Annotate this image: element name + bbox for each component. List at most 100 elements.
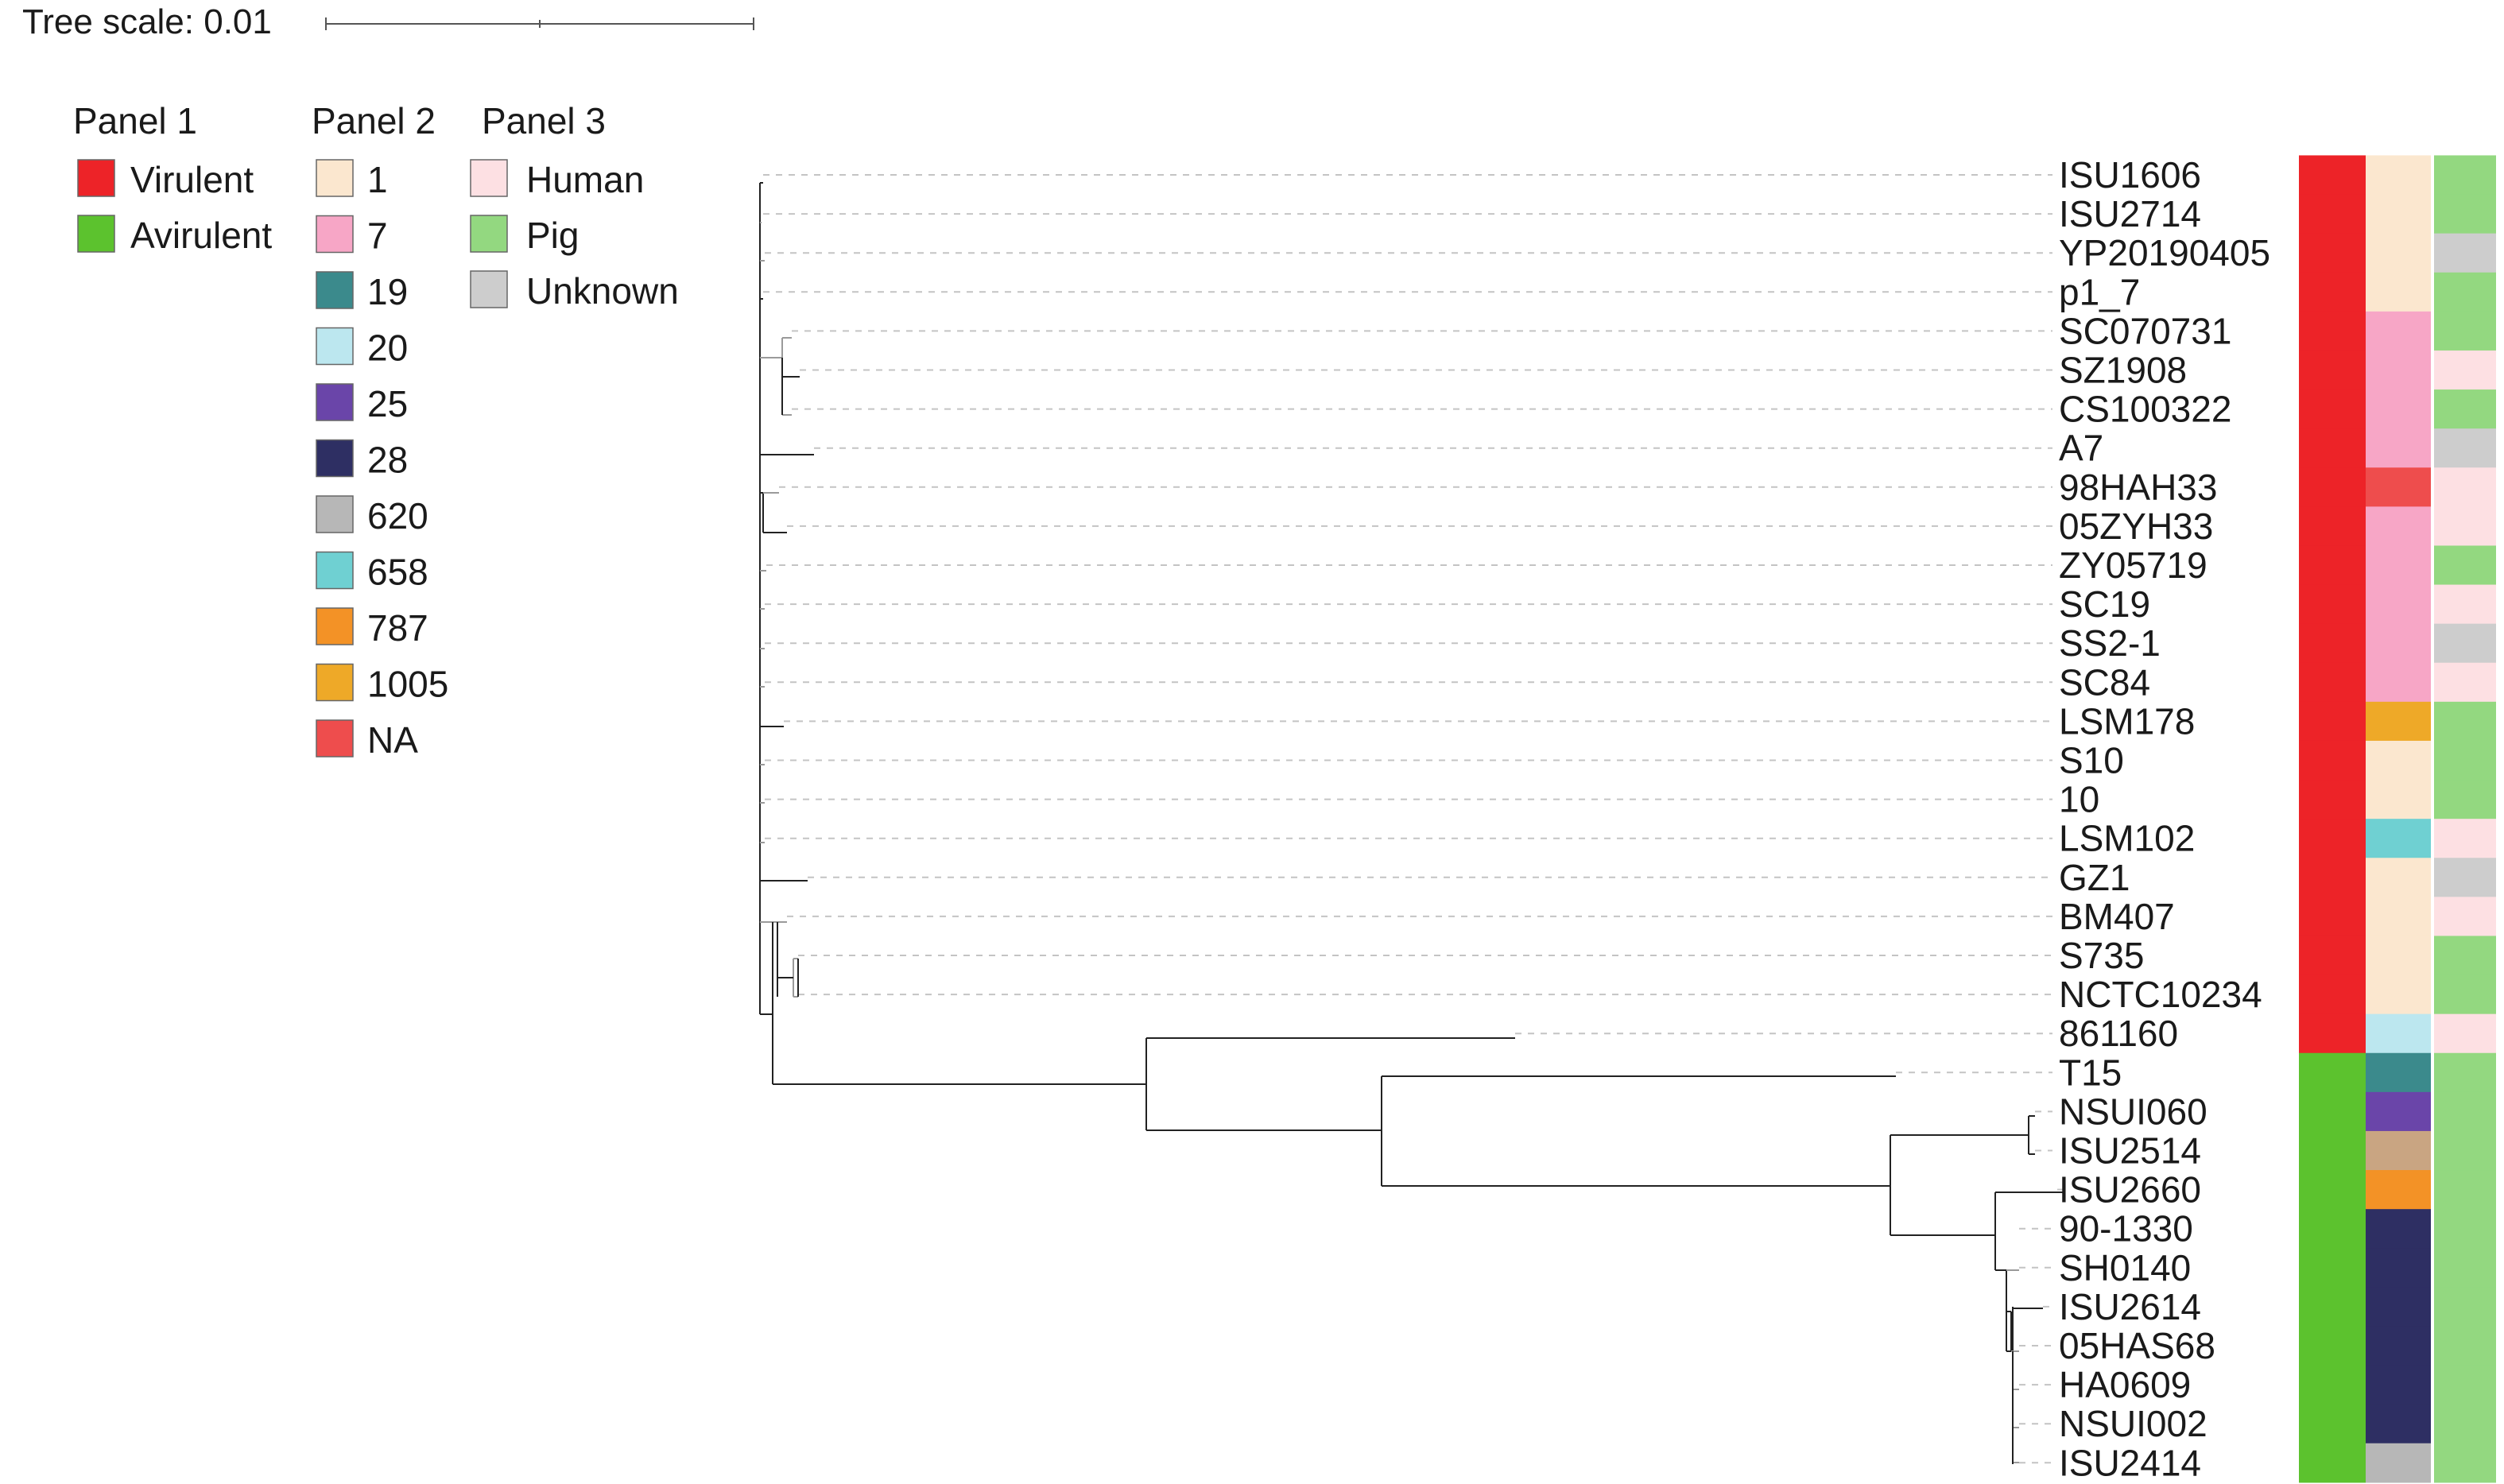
panel-2-cell bbox=[2366, 897, 2431, 937]
legend-label: 20 bbox=[367, 327, 408, 369]
panel-3-cell bbox=[2434, 350, 2496, 390]
panel-1-cell bbox=[2299, 662, 2366, 703]
panel-2-cell bbox=[2366, 311, 2431, 351]
tree: ISU1606ISU2714YP20190405p1_7SC070731SZ19… bbox=[759, 154, 2496, 1483]
leaf-label: ISU2414 bbox=[2059, 1442, 2201, 1483]
tree-branch bbox=[1890, 1191, 2064, 1271]
leaf-label: YP20190405 bbox=[2059, 232, 2270, 273]
legend-panel-1: Panel 1 Virulent Avirulent bbox=[73, 100, 272, 256]
legend-panel-3-items: Human Pig Unknown bbox=[470, 159, 679, 312]
panel-3-cell bbox=[2434, 272, 2496, 312]
leaf-label: SH0140 bbox=[2059, 1247, 2191, 1288]
panel-3-cell bbox=[2434, 1326, 2496, 1366]
legend-item: 658 bbox=[316, 552, 428, 593]
panel-3-cell bbox=[2434, 1130, 2496, 1171]
panel-1-cell bbox=[2299, 1130, 2366, 1171]
panel-2-cell bbox=[2366, 467, 2431, 507]
panel-2-cell bbox=[2366, 1248, 2431, 1288]
tree-branch bbox=[2006, 1270, 2043, 1463]
leaf-label: SS2-1 bbox=[2059, 622, 2161, 664]
panel-2-cell bbox=[2366, 1404, 2431, 1444]
panel-3-cell bbox=[2434, 1443, 2496, 1483]
panel-1-cell bbox=[2299, 974, 2366, 1015]
tree-branch bbox=[1381, 1075, 1896, 1187]
tree-branch bbox=[777, 922, 799, 997]
panel-3-cell bbox=[2434, 1052, 2496, 1093]
leaf-label: NCTC10234 bbox=[2059, 974, 2262, 1015]
legend-label: 19 bbox=[367, 271, 408, 312]
tree-branch bbox=[760, 222, 765, 262]
legend-label: NA bbox=[367, 719, 418, 761]
panel-2-cell bbox=[2366, 1130, 2431, 1171]
legend-item: Human bbox=[470, 159, 644, 200]
legend: Panel 1 Virulent Avirulent Panel 2 1 7 19 20… bbox=[73, 100, 679, 761]
tree-branch bbox=[760, 922, 1146, 1085]
legend-item: 28 bbox=[316, 440, 408, 481]
tree-branch bbox=[760, 492, 787, 533]
panel-3-cell bbox=[2434, 428, 2496, 468]
panel-2-cell bbox=[2366, 1287, 2431, 1327]
panel-1-cell bbox=[2299, 155, 2366, 196]
panel-1-cell bbox=[2299, 1170, 2366, 1210]
tree-branch bbox=[760, 764, 765, 843]
legend-swatch bbox=[470, 270, 508, 308]
panel-1-cell bbox=[2299, 701, 2366, 742]
panel-1-cell bbox=[2299, 1209, 2366, 1249]
legend-swatch bbox=[316, 551, 354, 590]
panel-1-cell bbox=[2299, 506, 2366, 547]
panel-3-cell bbox=[2434, 584, 2496, 625]
leaf-label: CS100322 bbox=[2059, 389, 2231, 430]
panel-1-cell bbox=[2299, 389, 2366, 429]
panel-2-cell bbox=[2366, 858, 2431, 897]
panel-2-cell bbox=[2366, 389, 2431, 429]
legend-label: Virulent bbox=[130, 159, 254, 200]
leaf-label: SC070731 bbox=[2059, 310, 2231, 351]
tree-scale-bar bbox=[325, 17, 754, 30]
panel-3-cell bbox=[2434, 467, 2496, 507]
panel-2-cell bbox=[2366, 1052, 2431, 1093]
leaf-label: S735 bbox=[2059, 935, 2144, 976]
legend-label: 787 bbox=[367, 607, 428, 649]
panel-2-cell bbox=[2366, 1209, 2431, 1249]
panel-2-cell bbox=[2366, 155, 2431, 196]
panel-3-cell bbox=[2434, 233, 2496, 273]
legend-swatch bbox=[77, 215, 115, 253]
legend-item: 1005 bbox=[316, 664, 448, 705]
leaf-label: NSUI060 bbox=[2059, 1091, 2207, 1132]
legend-label: 620 bbox=[367, 495, 428, 537]
leaf-label: ISU2514 bbox=[2059, 1130, 2201, 1172]
panel-2-cell bbox=[2366, 819, 2431, 858]
leaf-label: ZY05719 bbox=[2059, 544, 2207, 586]
panel-3-cell bbox=[2434, 858, 2496, 897]
panel-3-cell bbox=[2434, 740, 2496, 781]
panel-1-cell bbox=[2299, 897, 2366, 937]
panel-1-cell bbox=[2299, 233, 2366, 273]
panel-2-cell bbox=[2366, 584, 2431, 625]
panel-3-cell bbox=[2434, 662, 2496, 703]
panel-1-cell bbox=[2299, 1091, 2366, 1132]
panel-1-cell bbox=[2299, 1013, 2366, 1054]
legend-item: Unknown bbox=[470, 270, 679, 312]
legend-item: 787 bbox=[316, 607, 428, 649]
panel-3-cell bbox=[2434, 311, 2496, 351]
legend-item: 20 bbox=[316, 327, 408, 369]
panel-2-cell bbox=[2366, 936, 2431, 976]
leaf-label: LSM102 bbox=[2059, 818, 2195, 859]
panel-2-cell bbox=[2366, 780, 2431, 819]
panel-1-cell bbox=[2299, 936, 2366, 976]
panel-3-cell bbox=[2434, 155, 2496, 196]
leaf-label: 10 bbox=[2059, 779, 2099, 820]
panel-2-cell bbox=[2366, 1091, 2431, 1132]
legend-swatch bbox=[316, 663, 354, 702]
legend-label: Avirulent bbox=[130, 215, 272, 256]
legend-item: 19 bbox=[316, 271, 408, 312]
legend-item: 25 bbox=[316, 383, 408, 424]
panel-3-cell bbox=[2434, 936, 2496, 976]
leaf-label: NSUI002 bbox=[2059, 1403, 2207, 1444]
legend-item: Pig bbox=[470, 215, 579, 256]
legend-item: 1 bbox=[316, 159, 388, 200]
leaf-label: SZ1908 bbox=[2059, 350, 2187, 391]
legend-swatch bbox=[470, 215, 508, 253]
panel-1-cell bbox=[2299, 780, 2366, 819]
